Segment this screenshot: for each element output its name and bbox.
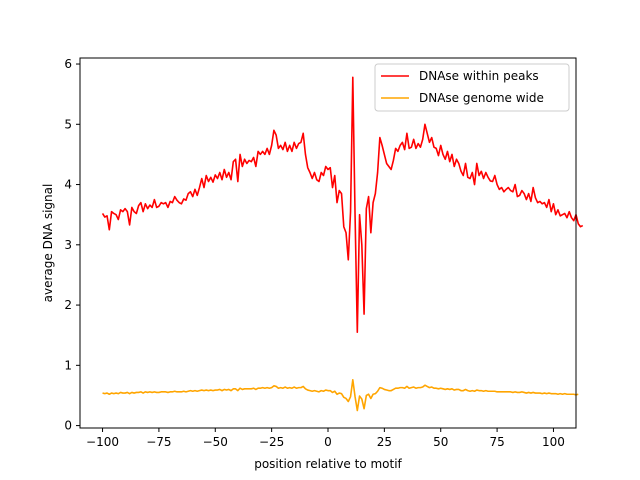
y-tick-label: 3 — [64, 238, 72, 252]
x-tick-label: −75 — [146, 435, 171, 449]
legend-label-dnase-genome-wide: DNAse genome wide — [419, 91, 544, 105]
y-tick-label: 0 — [64, 419, 72, 433]
x-tick-label: 75 — [489, 435, 504, 449]
x-axis-label: position relative to motif — [254, 457, 402, 471]
x-tick-label: −50 — [203, 435, 228, 449]
x-tick-label: 50 — [433, 435, 448, 449]
x-tick-label: 25 — [377, 435, 392, 449]
legend-box — [374, 63, 570, 112]
series-group — [101, 76, 584, 412]
legend: DNAse within peaks DNAse genome wide — [374, 63, 570, 112]
x-tick-label: −25 — [259, 435, 284, 449]
y-tick-label: 4 — [64, 178, 72, 192]
y-axis-label: average DNA signal — [41, 184, 55, 303]
x-tick-label: 100 — [542, 435, 565, 449]
series-line-dnase-within-peaks — [101, 76, 584, 333]
series-line-dnase-genome-wide — [102, 378, 579, 412]
x-tick-label: 0 — [324, 435, 332, 449]
y-tick-label: 5 — [64, 117, 72, 131]
y-tick-label: 6 — [64, 57, 72, 71]
y-axis: 0 1 2 3 4 5 6 — [64, 57, 80, 433]
x-tick-label: −100 — [86, 435, 119, 449]
y-tick-label: 2 — [64, 298, 72, 312]
legend-label-dnase-within-peaks: DNAse within peaks — [419, 69, 539, 83]
y-tick-label: 1 — [64, 358, 72, 372]
x-axis: −100 −75 −50 −25 0 25 50 75 100 — [86, 428, 565, 449]
